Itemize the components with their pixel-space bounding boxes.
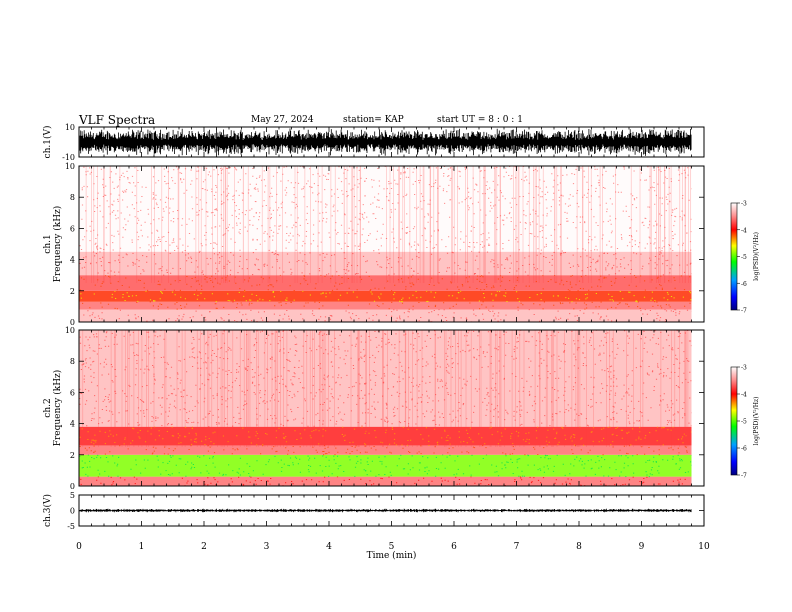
ch1-spectrogram-panel: 0 2 4 6 8 10 ch.1Frequency (kHz)	[43, 162, 705, 327]
ch2-spectrogram-colorbar-label: -4	[741, 392, 747, 399]
ch1-waveform-panel: 10 -10 ch.1(V)	[42, 123, 705, 162]
time-tick-label: 8	[576, 542, 582, 552]
time-tick-label: 7	[514, 542, 520, 552]
ch2-spectrogram-colorbar-label: -7	[741, 473, 747, 480]
ch3-waveform-panel: 5 0 -5 ch.3(V)	[42, 491, 705, 531]
ch2-spectrogram-colorbar-label: -6	[741, 446, 747, 453]
ch1-spectrogram-band	[79, 301, 692, 310]
ch1-spectrogram-colorbar-ramp	[730, 202, 738, 311]
ch2-spectrogram-ytick-label: 0	[70, 482, 75, 491]
ch2-spectrogram-ytick-label: 4	[70, 420, 75, 429]
ch2-spectrogram-ytick-label: 8	[70, 357, 75, 366]
ch1-spectrogram-colorbar-label: -4	[741, 227, 747, 234]
ch2-spectrogram-ylabel: ch.2Frequency (kHz)	[43, 370, 63, 447]
ch2-spectrogram-panel: 0 2 4 6 8 10 ch.2Frequency (kHz)	[43, 326, 705, 491]
time-tick-label: 3	[264, 542, 270, 552]
ch2-spectrogram-streaks	[82, 330, 689, 447]
ch1-spectrogram-ytick-label: 10	[65, 162, 75, 171]
start-time-label: start UT = 8 : 0 : 1	[437, 115, 523, 125]
time-tick-label: 4	[326, 542, 332, 552]
time-tick-label: 0	[76, 542, 82, 552]
figure-title: VLF Spectra	[79, 113, 156, 127]
ch1-spectrogram-ylabel: ch.1Frequency (kHz)	[43, 206, 63, 283]
station-label: station= KAP	[343, 115, 404, 125]
ch3-waveform-ytick-label: 0	[70, 507, 75, 516]
ch1-spectrogram-colorbar-label: -3	[741, 201, 747, 208]
ch3-waveform-ytick-label: -5	[67, 522, 75, 531]
time-tick-label: 2	[201, 542, 207, 552]
ch1-waveform-ylabel: ch.1(V)	[42, 126, 53, 159]
ch1-colorbar: -3 -4 -5 -6 -7 log(PSD)(V²/Hz)	[730, 201, 760, 315]
time-tick-label: 6	[451, 542, 457, 552]
ch1-spectrogram-band	[79, 274, 692, 292]
ch1-spectrogram-ytick-label: 6	[70, 224, 75, 233]
ch1-spectrogram-colorbar-label: -7	[741, 308, 747, 315]
ch1-spectrogram-band	[79, 251, 693, 276]
time-tick-label: 10	[698, 542, 710, 552]
ch1-waveform-trace	[79, 128, 692, 156]
ch1-spectrogram-band	[79, 309, 693, 323]
ch2-spectrogram-ytick-label: 2	[70, 451, 75, 460]
ch1-spectrogram-colorbar-title: log(PSD)(V²/Hz)	[753, 232, 760, 281]
ch1-spectrogram-band	[79, 290, 692, 303]
ch2-spectrogram-band	[79, 454, 693, 478]
ch3-waveform-ytick-label: 5	[70, 491, 75, 500]
ch1-spectrogram-colorbar-label: -5	[741, 254, 747, 261]
ch2-spectrogram-band	[79, 476, 693, 487]
ch2-spectrogram-band	[79, 426, 693, 446]
time-tick-label: 1	[139, 542, 145, 552]
ch1-spectrogram-ytick-label: 0	[70, 318, 75, 327]
ch2-spectrogram-colorbar-label: -5	[741, 419, 747, 426]
time-tick-label: 5	[389, 542, 395, 552]
date-label: May 27, 2024	[251, 115, 314, 125]
ch2-colorbar: -3 -4 -5 -6 -7 log(PSD)(V²/Hz)	[730, 365, 760, 480]
time-tick-label: 9	[639, 542, 645, 552]
ch1-spectrogram-ytick-label: 4	[70, 256, 75, 265]
ch2-spectrogram-colorbar-title: log(PSD)(V²/Hz)	[753, 397, 760, 446]
ch2-spectrogram-colorbar-ramp	[730, 366, 738, 476]
ch2-spectrogram-ytick-label: 6	[70, 388, 75, 397]
ch3-waveform-ylabel: ch.3(V)	[42, 494, 53, 527]
ch1-waveform-ytick-label: -10	[62, 153, 75, 162]
ch2-spectrogram-colorbar-label: -3	[741, 365, 747, 372]
ch2-spectrogram-band	[79, 445, 692, 456]
ch1-spectrogram-streaks	[85, 166, 691, 283]
ch1-spectrogram-ytick-label: 8	[70, 193, 75, 202]
ch1-spectrogram-ytick-label: 2	[70, 287, 75, 296]
time-axis-label: Time (min)	[367, 550, 417, 561]
ch2-spectrogram-ytick-label: 10	[65, 326, 75, 335]
ch1-spectrogram-colorbar-label: -6	[741, 281, 747, 288]
ch1-spectrogram-band	[79, 165, 693, 252]
ch2-spectrogram-band	[79, 329, 693, 428]
time-axis: 0 1 2 3 4 5 6 7 8 9 10 Time (min)	[76, 542, 710, 561]
ch1-waveform-ytick-label: 10	[65, 123, 75, 132]
